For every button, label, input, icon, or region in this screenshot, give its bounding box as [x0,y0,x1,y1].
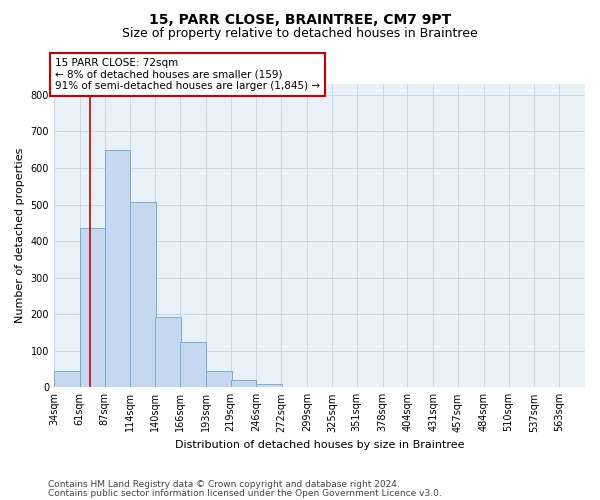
Text: 15, PARR CLOSE, BRAINTREE, CM7 9PT: 15, PARR CLOSE, BRAINTREE, CM7 9PT [149,12,451,26]
Text: 15 PARR CLOSE: 72sqm
← 8% of detached houses are smaller (159)
91% of semi-detac: 15 PARR CLOSE: 72sqm ← 8% of detached ho… [55,58,320,91]
Bar [206,371,232,388]
Text: Contains public sector information licensed under the Open Government Licence v3: Contains public sector information licen… [48,489,442,498]
Text: Contains HM Land Registry data © Crown copyright and database right 2024.: Contains HM Land Registry data © Crown c… [48,480,400,489]
X-axis label: Distribution of detached houses by size in Braintree: Distribution of detached houses by size … [175,440,464,450]
Bar [155,317,181,388]
Bar [230,380,256,388]
Bar [256,384,282,388]
Bar [54,371,80,388]
Y-axis label: Number of detached properties: Number of detached properties [15,148,25,324]
Bar [104,150,130,388]
Bar [130,202,156,388]
Bar [80,228,106,388]
Bar [180,342,206,388]
Text: Size of property relative to detached houses in Braintree: Size of property relative to detached ho… [122,28,478,40]
